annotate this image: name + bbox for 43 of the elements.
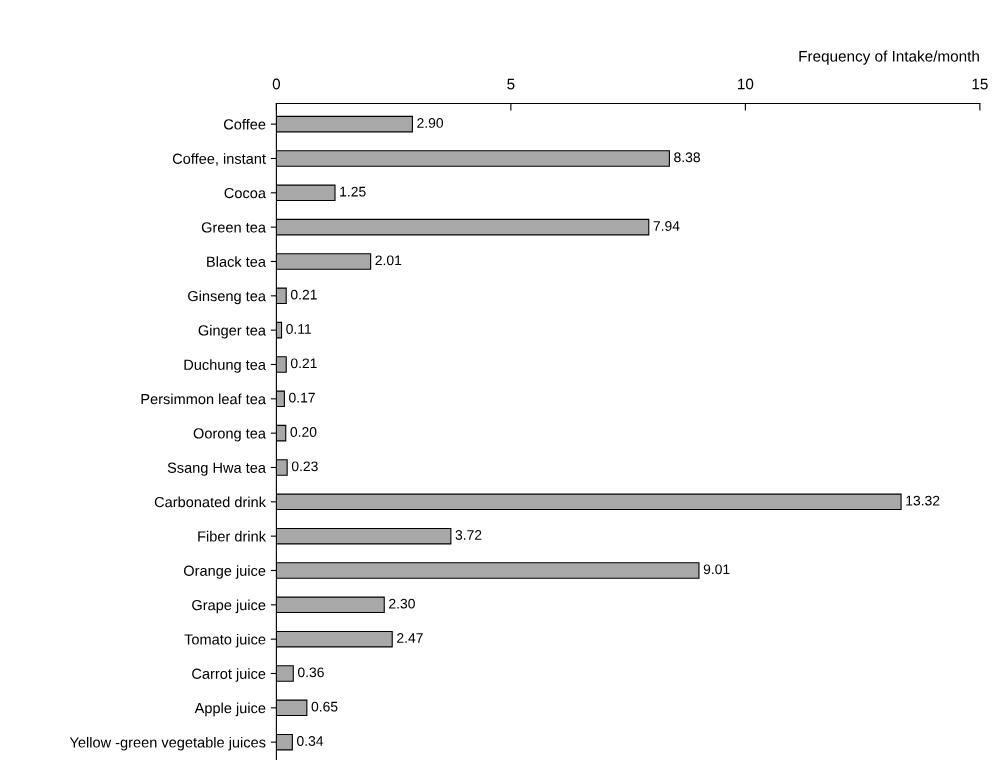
y-tick-label: Fiber drink — [198, 530, 266, 542]
data-label: 0.17 — [289, 392, 315, 403]
x-tick-label: 15 — [972, 78, 988, 90]
data-label: 1.25 — [340, 186, 366, 197]
y-tick-label: Ginseng tea — [188, 290, 266, 305]
data-label: 0.23 — [291, 461, 318, 472]
data-label: 0.11 — [286, 324, 312, 334]
y-tick-label: Oorong tea — [193, 428, 266, 442]
data-label: 13.32 — [906, 495, 940, 506]
y-tick-label: Orange juice — [183, 565, 266, 579]
data-label: 9.01 — [703, 564, 730, 575]
y-tick-label: Coffee, instant — [172, 153, 266, 166]
y-tick-label: Green tea — [201, 222, 266, 233]
data-label: 0.36 — [297, 667, 324, 678]
data-label: 0.21 — [290, 289, 317, 300]
data-label: 2.47 — [397, 633, 423, 643]
data-label: 0.65 — [311, 701, 338, 712]
y-tick-label: Yellow -green vegetable juices — [69, 736, 266, 751]
y-tick-label: Black tea — [207, 256, 266, 267]
y-tick-label: Coffee — [223, 118, 266, 130]
y-tick-label: Persimmon leaf tea — [141, 393, 266, 405]
data-label: 0.20 — [290, 427, 317, 437]
data-label: 2.30 — [389, 598, 415, 609]
y-tick-label: Cocoa — [224, 187, 266, 199]
y-tick-label: Carbonated drink — [154, 496, 266, 508]
x-tick-label: 10 — [738, 78, 754, 90]
y-tick-label: Duchung tea — [184, 359, 266, 373]
y-tick-label: Tomato juice — [184, 633, 266, 648]
x-tick-label: 0 — [272, 78, 281, 90]
y-tick-label: Ginger tea — [198, 324, 266, 339]
y-tick-label: Ssang Hwa tea — [167, 462, 266, 476]
y-tick-label: Grape juice — [192, 599, 266, 614]
x-tick-label: 5 — [507, 78, 515, 90]
data-label: 2.01 — [375, 255, 402, 266]
data-label: 2.90 — [417, 118, 444, 128]
data-label: 7.94 — [653, 221, 680, 231]
x-axis-title: Frequency of Intake/month — [799, 50, 979, 65]
y-tick-label: Apple juice — [194, 702, 266, 717]
data-label: 0.21 — [290, 358, 317, 369]
y-tick-label: Carrot juice — [192, 668, 266, 682]
data-label: 3.72 — [455, 530, 482, 540]
data-label: 0.34 — [297, 736, 324, 746]
data-label: 8.38 — [674, 152, 700, 163]
